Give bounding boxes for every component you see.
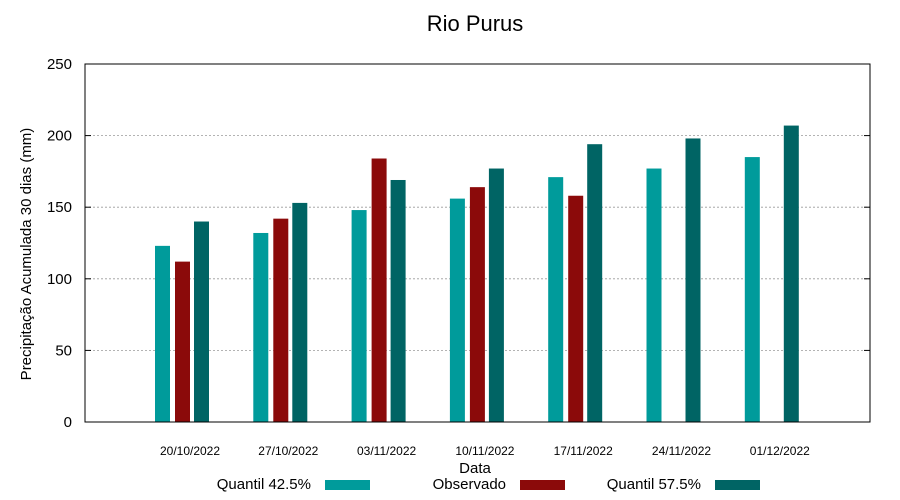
bar [292,202,308,422]
bar [685,138,701,423]
legend-label: Quantil 42.5% [217,476,311,493]
x-tick-label: 24/11/2022 [652,444,711,458]
bar [194,221,209,422]
y-tick-label: 50 [55,342,72,359]
y-tick-label: 150 [47,199,72,216]
x-tick-label: 27/10/2022 [258,444,318,458]
y-tick-label: 200 [47,128,72,145]
legend-swatch [520,480,565,490]
y-axis-label: Precipitação Acumulada 30 dias (mm) [18,128,35,381]
bar [351,210,367,422]
legend-swatch [325,480,370,490]
x-tick-label: 01/12/2022 [750,444,810,458]
y-tick-label: 100 [47,271,72,288]
x-tick-label: 03/11/2022 [357,444,416,458]
bar [548,177,564,422]
bar [175,261,190,422]
bar [568,195,584,422]
bar [783,125,799,423]
bar [449,198,465,422]
x-tick-label: 20/10/2022 [160,444,220,458]
bar [390,179,406,422]
x-tick-label: 17/11/2022 [554,444,613,458]
y-axis-ticks: 0 50 100 150 200 250 [47,56,870,431]
bar [488,168,504,422]
plot-frame [84,63,871,423]
bar [587,144,603,422]
bar [371,158,387,422]
bars [155,125,799,423]
legend-label: Observado [433,476,506,493]
x-axis-label: Data [459,460,491,477]
x-tick-label: 10/11/2022 [455,444,514,458]
bar [646,168,662,422]
bar [155,245,170,422]
y-tick-label: 250 [47,56,72,73]
legend-swatch [715,480,760,490]
bar [253,232,269,422]
bar [273,218,289,422]
bar [469,187,485,422]
legend: Quantil 42.5% Observado Quantil 57.5% [217,476,760,493]
x-axis-ticks: 20/10/2022 27/10/2022 03/11/2022 10/11/2022… [160,444,810,458]
legend-label: Quantil 57.5% [607,476,701,493]
chart-title: Rio Purus [427,11,524,36]
bar [744,157,760,422]
y-tick-label: 0 [64,414,72,431]
